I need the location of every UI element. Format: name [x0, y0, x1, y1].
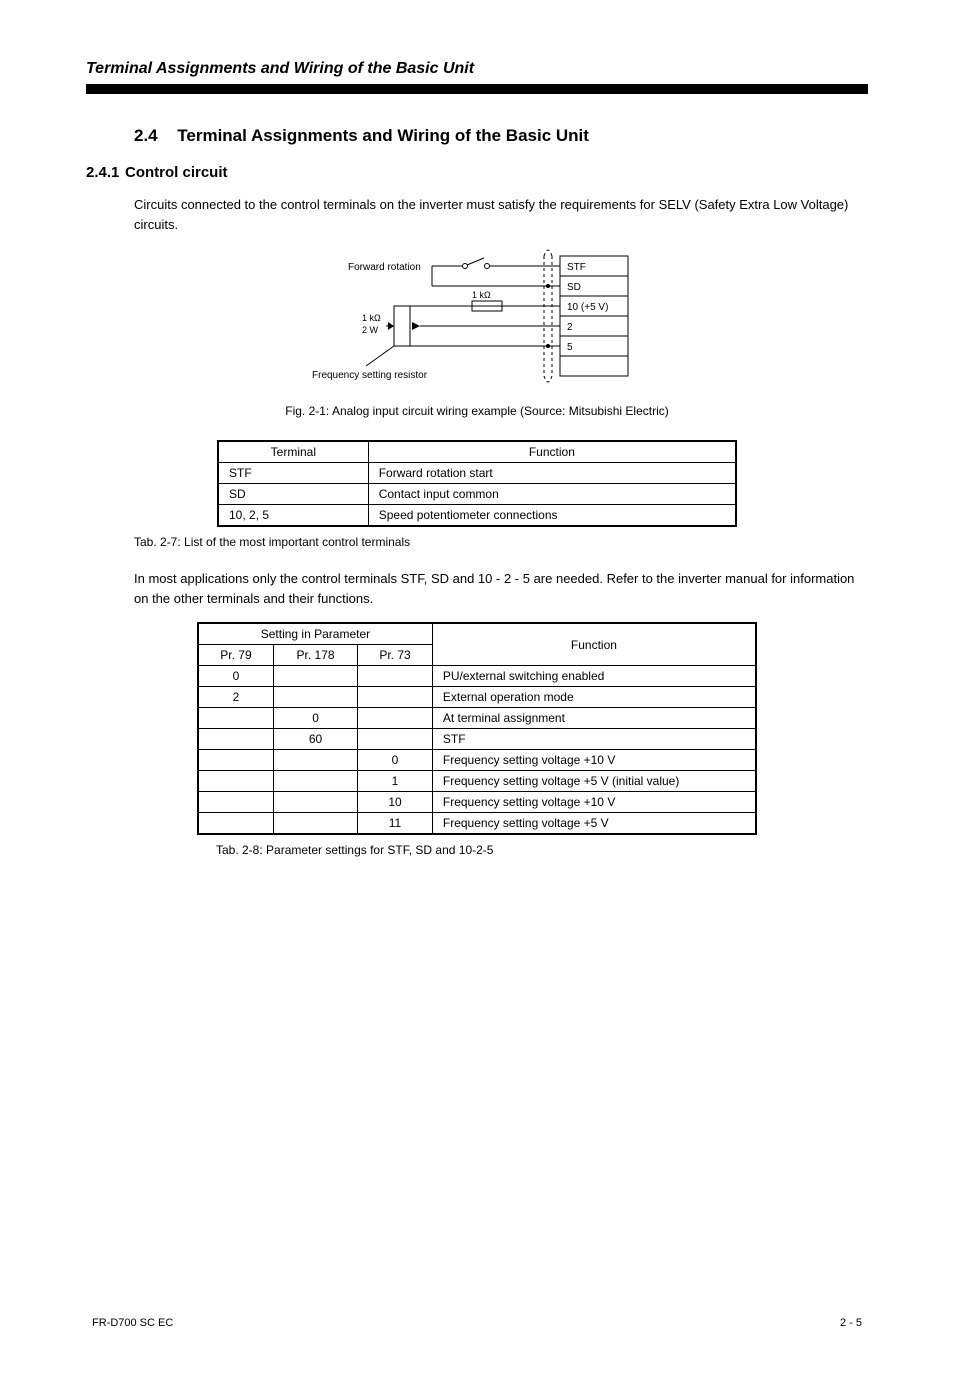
pr-label-1: Pr. — [220, 648, 235, 662]
tab1-r1c2: Forward rotation start — [368, 463, 736, 484]
tab2-r8c4: Frequency setting voltage +5 V — [432, 813, 756, 835]
tab2-r3c2: 0 — [273, 708, 357, 729]
wiring-diagram-svg: STF SD 10 (+5 V) 2 5 Forward rotation 1 … — [312, 248, 642, 398]
footer-right: 2 - 5 — [840, 1317, 862, 1329]
section-heading: 2.4 Terminal Assignments and Wiring of t… — [134, 126, 868, 146]
section-header: Terminal Assignments and Wiring of the B… — [86, 60, 868, 78]
tab2-pr73: Pr. 73 — [358, 645, 433, 666]
tab2-r5c2 — [273, 750, 357, 771]
terminal-5-label: 5 — [567, 342, 573, 353]
pr-label-2: Pr. — [297, 648, 312, 662]
tab2-r7c1 — [198, 792, 273, 813]
tab2-r1c2 — [273, 666, 357, 687]
tab2-r5c3: 0 — [358, 750, 433, 771]
tab2-r5c4: Frequency setting voltage +10 V — [432, 750, 756, 771]
tab2-r8c2 — [273, 813, 357, 835]
tab2-r3c1 — [198, 708, 273, 729]
paragraph-safety: Circuits connected to the control termin… — [134, 195, 868, 234]
tab2-pr79: Pr. 79 — [198, 645, 273, 666]
tab2-pr178: Pr. 178 — [273, 645, 357, 666]
subsection-heading: 2.4.1 Control circuit — [86, 164, 868, 181]
tab2-r1c4: PU/external switching enabled — [432, 666, 756, 687]
page-root: Terminal Assignments and Wiring of the B… — [0, 0, 954, 1389]
wiring-diagram: STF SD 10 (+5 V) 2 5 Forward rotation 1 … — [86, 248, 868, 398]
tab2-r7c3: 10 — [358, 792, 433, 813]
tab2-r7c2 — [273, 792, 357, 813]
tab1-r1c1: STF — [218, 463, 368, 484]
tab2-r8c1 — [198, 813, 273, 835]
tab2-r4c4: STF — [432, 729, 756, 750]
forward-rotation-text: Forward rotation — [348, 262, 421, 273]
breadcrumb: Terminal Assignments and Wiring of the B… — [86, 60, 474, 77]
terminal-sd-label: SD — [567, 282, 581, 293]
tab2-r7c4: Frequency setting voltage +10 V — [432, 792, 756, 813]
table-2-caption: Tab. 2-8: Parameter settings for STF, SD… — [216, 843, 868, 857]
pr-79: 79 — [238, 648, 251, 662]
tab2-r6c4: Frequency setting voltage +5 V (initial … — [432, 771, 756, 792]
tab2-r8c3: 11 — [358, 813, 433, 835]
header-divider-bar — [86, 84, 868, 94]
tab2-r6c1 — [198, 771, 273, 792]
tab2-hgrp: Setting in Parameter — [198, 623, 432, 645]
terminal-10-label: 10 (+5 V) — [567, 302, 608, 313]
table-control-terminals: Terminal Function STF Forward rotation s… — [217, 440, 737, 527]
table-parameter-settings: Setting in Parameter Function Pr. 79 Pr.… — [197, 622, 757, 835]
freq-resistor-text: Frequency setting resistor — [312, 370, 428, 381]
tab2-r2c3 — [358, 687, 433, 708]
tab2-r4c2: 60 — [273, 729, 357, 750]
terminal-2-label: 2 — [567, 322, 573, 333]
tab2-r6c3: 1 — [358, 771, 433, 792]
tab2-r1c3 — [358, 666, 433, 687]
tab1-h1: Terminal — [218, 441, 368, 463]
subsection-title: Control circuit — [125, 164, 228, 181]
subsection-number: 2.4.1 — [86, 164, 119, 181]
tab1-h2: Function — [368, 441, 736, 463]
tab2-r2c2 — [273, 687, 357, 708]
tab2-r2c4: External operation mode — [432, 687, 756, 708]
r2-label-left2: 2 W — [362, 325, 379, 335]
r2-label-left: 1 kΩ — [362, 313, 381, 323]
pr-178: 178 — [315, 648, 335, 662]
r1-label: 1 kΩ — [472, 290, 491, 300]
pr-73: 73 — [397, 648, 410, 662]
table-1-caption: Tab. 2-7: List of the most important con… — [134, 535, 868, 549]
terminal-stf-label: STF — [567, 262, 586, 273]
page-footer: FR-D700 SC EC 2 - 5 — [86, 1317, 868, 1329]
tab2-r4c3 — [358, 729, 433, 750]
tab2-r4c1 — [198, 729, 273, 750]
section-title: Terminal Assignments and Wiring of the B… — [177, 126, 589, 145]
tab1-r3c2: Speed potentiometer connections — [368, 505, 736, 527]
footer-left: FR-D700 SC EC — [92, 1317, 173, 1329]
tab2-hfunc: Function — [432, 623, 756, 666]
tab1-r2c1: SD — [218, 484, 368, 505]
tab2-r2c1: 2 — [198, 687, 273, 708]
pr-label-3: Pr. — [379, 648, 394, 662]
tab2-r1c1: 0 — [198, 666, 273, 687]
tab2-r3c4: At terminal assignment — [432, 708, 756, 729]
tab2-r6c2 — [273, 771, 357, 792]
tab1-r3c1: 10, 2, 5 — [218, 505, 368, 527]
section-number: 2.4 — [134, 126, 158, 145]
figure-1-caption: Fig. 2-1: Analog input circuit wiring ex… — [86, 404, 868, 418]
tab2-r3c3 — [358, 708, 433, 729]
tab2-r5c1 — [198, 750, 273, 771]
paragraph-usage: In most applications only the control te… — [134, 569, 868, 608]
tab1-r2c2: Contact input common — [368, 484, 736, 505]
